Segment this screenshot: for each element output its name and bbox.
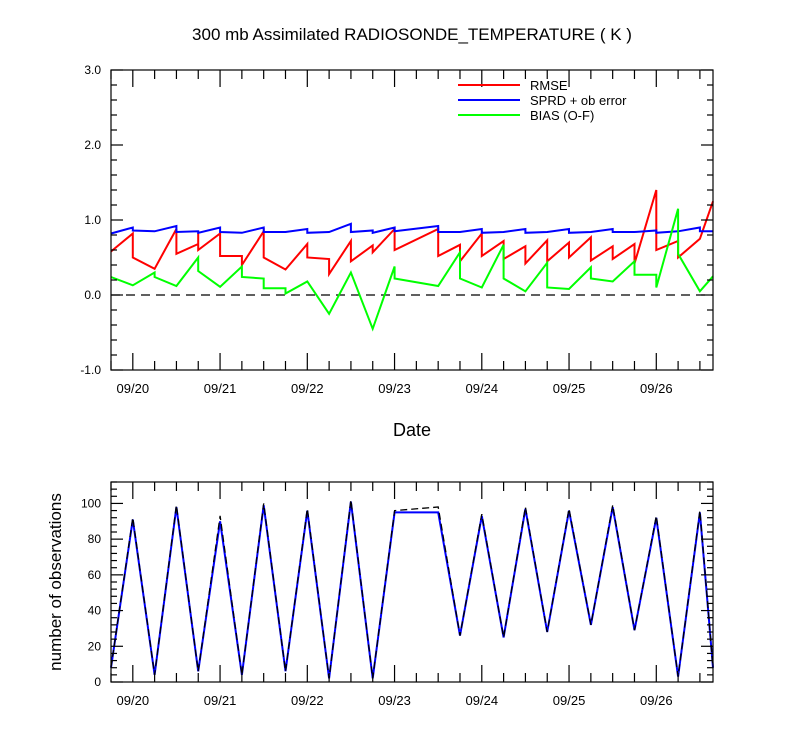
top-plot-frame bbox=[110, 69, 714, 371]
top-x-tick-label: 09/25 bbox=[553, 381, 586, 396]
bottom-panel: 09/20 09/21 09/22 09/23 09/24 09/25 09/26 100 80… bbox=[46, 481, 714, 708]
top-x-tick-label: 09/20 bbox=[117, 381, 150, 396]
bottom-x-tick-label: 09/21 bbox=[204, 693, 237, 708]
series-line-count-dashed bbox=[110, 499, 714, 679]
bottom-x-tick-label: 09/23 bbox=[378, 693, 411, 708]
series-line-bias-o-f bbox=[110, 208, 714, 332]
bottom-y-tick-label: 100 bbox=[81, 496, 101, 510]
series-line-rmse bbox=[110, 189, 714, 278]
bottom-x-tick-label: 09/26 bbox=[640, 693, 673, 708]
bottom-y-tick-label: 20 bbox=[88, 639, 102, 653]
top-y-tick-label: -1.0 bbox=[80, 363, 101, 377]
legend-label: BIAS (O-F) bbox=[530, 108, 594, 123]
bottom-x-tick-label: 09/22 bbox=[291, 693, 324, 708]
bottom-ticks: 09/20 09/21 09/22 09/23 09/24 09/25 09/26 100 80… bbox=[81, 481, 713, 708]
series-line-sprd-ob-error bbox=[110, 222, 713, 235]
x-axis-label: Date bbox=[393, 420, 431, 440]
bottom-y-tick-label: 60 bbox=[88, 568, 102, 582]
top-y-tick-label: 3.0 bbox=[84, 63, 101, 77]
top-x-tick-label: 09/23 bbox=[378, 381, 411, 396]
bottom-x-tick-label: 09/20 bbox=[117, 693, 150, 708]
top-panel: 300 mb Assimilated RADIOSONDE_TEMPERATUR… bbox=[80, 25, 714, 440]
top-series-group bbox=[110, 189, 714, 332]
bottom-y-tick-label: 80 bbox=[88, 532, 102, 546]
series-line-count bbox=[110, 501, 714, 679]
top-y-tick-label: 1.0 bbox=[84, 213, 101, 227]
legend-label: RMSE bbox=[530, 78, 568, 93]
bottom-y-tick-label: 40 bbox=[88, 604, 102, 618]
top-y-tick-label: 2.0 bbox=[84, 138, 101, 152]
top-y-tick-label: 0.0 bbox=[84, 288, 101, 302]
legend-label: SPRD + ob error bbox=[530, 93, 627, 108]
bottom-x-tick-label: 09/24 bbox=[466, 693, 499, 708]
top-x-tick-label: 09/26 bbox=[640, 381, 673, 396]
bottom-y-tick-label: 0 bbox=[94, 675, 101, 689]
chart-title: 300 mb Assimilated RADIOSONDE_TEMPERATUR… bbox=[192, 25, 632, 44]
top-x-tick-label: 09/22 bbox=[291, 381, 324, 396]
top-ticks: 09/20 09/21 09/22 09/23 09/24 09/25 09/26 3.0 2.… bbox=[80, 63, 713, 396]
bottom-series-group bbox=[110, 499, 714, 679]
bottom-x-tick-label: 09/25 bbox=[553, 693, 586, 708]
top-x-tick-label: 09/24 bbox=[466, 381, 499, 396]
top-x-tick-label: 09/21 bbox=[204, 381, 237, 396]
y-axis-label: number of observations bbox=[46, 493, 65, 671]
